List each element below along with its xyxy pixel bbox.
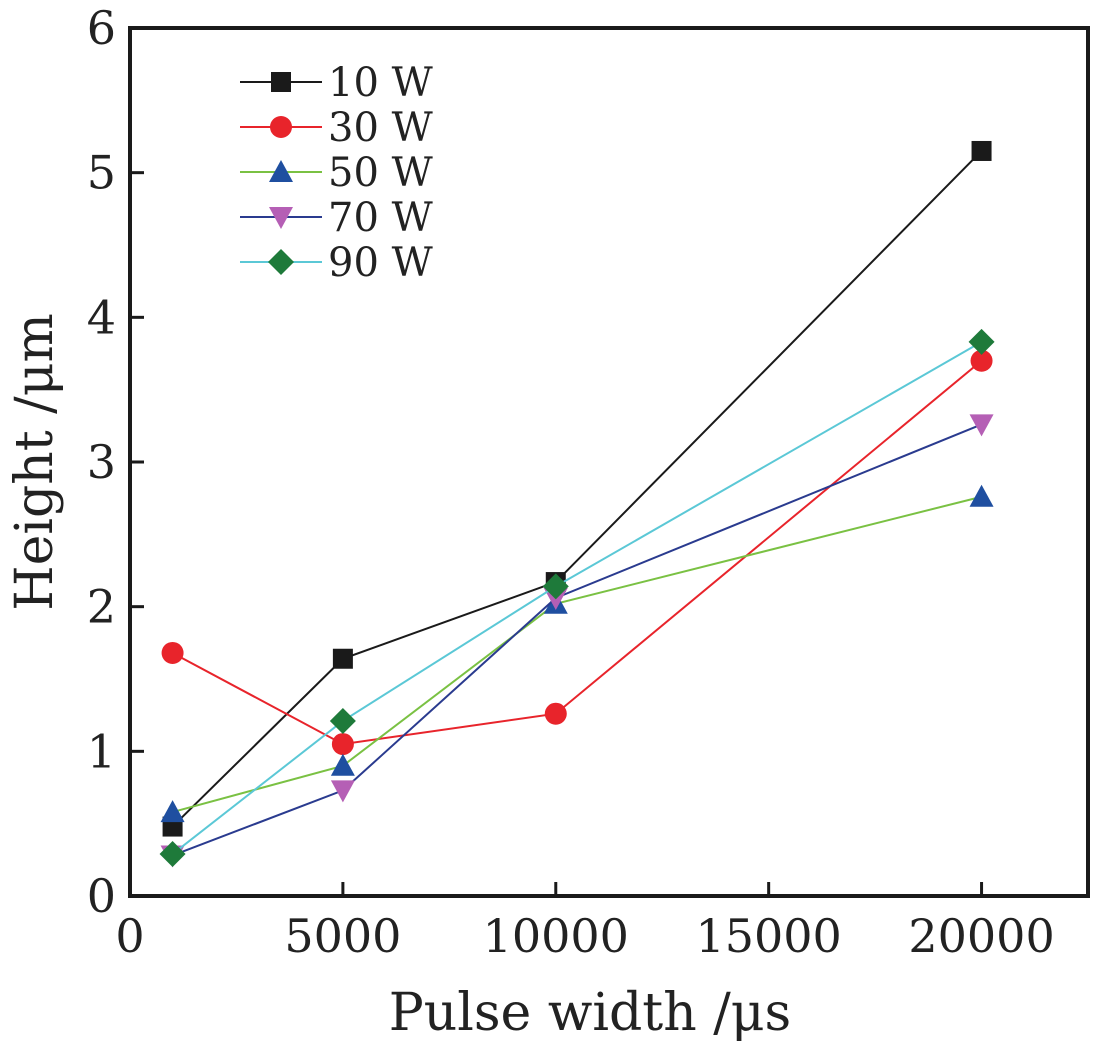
y-tick-label: 1 — [87, 724, 116, 778]
data-point — [329, 707, 356, 734]
data-point — [331, 733, 354, 756]
x-tick-label: 20000 — [908, 909, 1054, 963]
y-axis-title: Height /μm — [5, 313, 65, 611]
legend-item: 90 W — [240, 240, 433, 286]
y-tick-label: 3 — [87, 435, 116, 489]
legend-marker — [269, 207, 293, 229]
data-point — [159, 841, 186, 868]
x-axis-ticks: 0 5000 10000 15000 20000 — [115, 882, 1055, 963]
legend-label: 10 W — [328, 60, 433, 106]
data-point — [330, 780, 355, 803]
data-point — [544, 702, 567, 725]
x-tick-label: 10000 — [483, 909, 629, 963]
data-point — [332, 648, 353, 669]
x-tick-label: 15000 — [695, 909, 841, 963]
series-line — [172, 423, 982, 857]
data-point — [160, 800, 185, 823]
y-tick-label: 2 — [87, 580, 116, 634]
data-point — [161, 641, 184, 664]
data-point — [970, 349, 993, 372]
y-axis-ticks: 0 1 2 3 4 5 6 — [87, 1, 144, 923]
data-point — [330, 753, 355, 776]
legend-marker — [269, 160, 293, 182]
data-point — [542, 573, 569, 600]
legend-item: 30 W — [240, 105, 433, 151]
data-point — [969, 484, 994, 507]
x-axis-title: Pulse width /μs — [389, 983, 791, 1043]
series-70w — [160, 414, 994, 868]
plot-frame — [128, 26, 1090, 898]
series-30w — [161, 349, 993, 756]
series-line — [172, 359, 983, 746]
series-line — [171, 341, 983, 855]
series-line — [172, 495, 982, 814]
legend-label: 90 W — [328, 240, 433, 286]
legend-label: 50 W — [328, 150, 433, 196]
legend-item: 50 W — [240, 150, 433, 196]
y-tick-label: 4 — [87, 290, 116, 344]
y-tick-label: 5 — [87, 146, 116, 200]
y-tick-label: 0 — [87, 869, 116, 923]
x-tick-label: 0 — [115, 909, 144, 963]
data-point — [969, 414, 994, 437]
legend-marker — [270, 116, 292, 138]
legend-item: 70 W — [240, 195, 433, 241]
series-10w — [162, 140, 992, 837]
x-tick-label: 5000 — [284, 909, 401, 963]
legend-marker — [271, 72, 291, 92]
y-tick-label: 6 — [87, 1, 116, 55]
data-point — [971, 140, 992, 161]
legend-marker — [268, 249, 294, 275]
legend-label: 30 W — [328, 105, 433, 151]
legend-item: 10 W — [240, 60, 433, 106]
legend: 10 W30 W50 W70 W90 W — [240, 60, 433, 286]
legend-label: 70 W — [328, 195, 433, 241]
series-line — [171, 150, 983, 828]
series-90w — [159, 328, 995, 868]
series-50w — [160, 484, 994, 823]
series-layer — [159, 140, 995, 868]
data-point — [968, 328, 995, 355]
